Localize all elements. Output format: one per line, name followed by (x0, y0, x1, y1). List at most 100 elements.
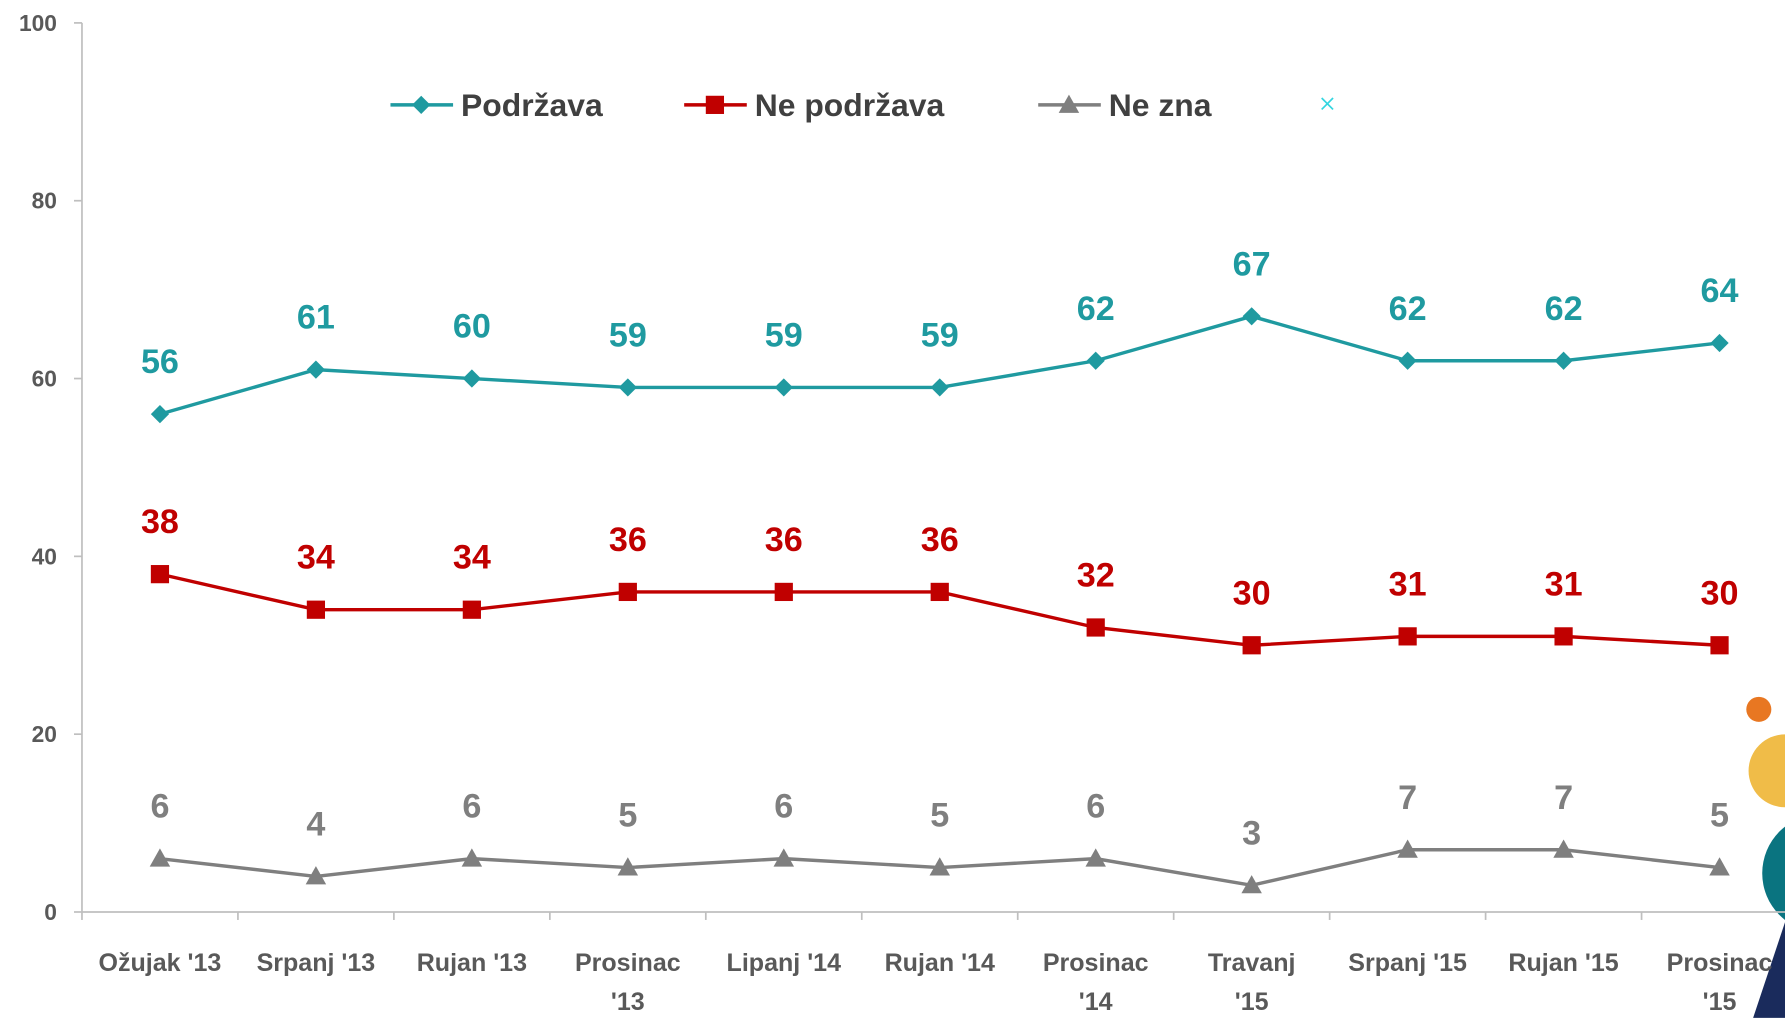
y-tick-label: 80 (32, 188, 57, 214)
data-label: 32 (1077, 557, 1115, 595)
x-tick-label: Ožujak '13 (99, 949, 222, 977)
legend-label: Ne zna (1109, 87, 1212, 123)
data-label: 6 (462, 788, 481, 826)
marker (306, 360, 326, 379)
x-tick-label: Prosinac '14 (1043, 949, 1149, 1016)
x-tick-label-line: '13 (611, 988, 645, 1016)
marker (774, 378, 793, 397)
x-tick-label: Travanj '15 (1208, 949, 1296, 1016)
marker (1086, 618, 1105, 637)
x-tick-label: Rujan '13 (417, 949, 527, 977)
data-label: 5 (1710, 797, 1729, 835)
marker (705, 95, 725, 114)
x-tick-label: Rujan '15 (1508, 949, 1618, 977)
data-label: 36 (921, 521, 959, 559)
marker (618, 582, 637, 602)
legend-label: Podržava (461, 87, 603, 123)
x-tick-label-line: Prosinac (1667, 949, 1773, 977)
data-label: 30 (1233, 574, 1271, 612)
data-label: 38 (141, 503, 179, 541)
y-tick-label: 0 (44, 899, 57, 925)
marker (1710, 333, 1729, 353)
marker (462, 600, 481, 619)
marker (774, 582, 793, 602)
marker (773, 848, 795, 867)
marker (1241, 875, 1262, 894)
x-tick-label: Prosinac '13 (575, 949, 681, 1016)
y-tick-label: 20 (32, 721, 57, 747)
legend-label: Ne podržava (755, 87, 945, 123)
x-tick-label: Lipanj '14 (727, 949, 842, 977)
x-tick-label-line: Prosinac (575, 949, 681, 977)
marker (1058, 94, 1080, 113)
x-tick-label-line: '15 (1703, 988, 1737, 1016)
marker (930, 378, 949, 397)
marker (618, 378, 637, 397)
data-label: 56 (141, 343, 179, 381)
x-tick-label: Prosinac '15 (1667, 949, 1773, 1016)
data-label: 6 (774, 788, 793, 826)
data-label: 7 (1554, 779, 1573, 817)
x-tick-label: Srpanj '15 (1348, 949, 1467, 977)
marker (306, 600, 326, 619)
marker (1397, 839, 1418, 858)
data-label: 31 (1389, 565, 1427, 603)
marker (1709, 857, 1730, 876)
marker (1086, 351, 1105, 370)
marker (149, 848, 171, 867)
x-tick-label: Rujan '14 (885, 949, 995, 977)
data-label: 6 (1086, 788, 1105, 826)
marker (1242, 307, 1261, 326)
marker (1085, 848, 1106, 867)
marker (929, 857, 950, 876)
data-label: 61 (297, 299, 335, 337)
data-label: 36 (765, 521, 803, 559)
data-label: 34 (453, 539, 491, 577)
x-tick-label-line: Prosinac (1043, 949, 1149, 977)
marker (930, 582, 949, 602)
data-label: 62 (1545, 290, 1583, 328)
marker (1710, 636, 1729, 655)
marker (1553, 839, 1574, 858)
marker (462, 369, 481, 388)
marker (1554, 627, 1573, 646)
data-label: 36 (609, 521, 647, 559)
data-label: 59 (765, 316, 803, 354)
data-label: 6 (150, 788, 169, 826)
data-label: 59 (609, 316, 647, 354)
data-label: 5 (930, 797, 949, 835)
marker (412, 95, 431, 114)
decoration (1748, 734, 1785, 808)
y-tick-label: 60 (32, 366, 57, 392)
marker (1242, 636, 1261, 655)
decoration (1762, 826, 1785, 920)
data-label: 7 (1398, 779, 1417, 817)
data-label: 34 (297, 539, 335, 577)
data-label: 5 (618, 797, 637, 835)
data-label: 4 (306, 805, 325, 843)
data-label: 60 (453, 308, 491, 346)
marker (305, 866, 327, 885)
legend-extra (1321, 97, 1334, 111)
marker (1554, 351, 1573, 370)
data-label: 59 (921, 316, 959, 354)
legend: Podržava Ne podržava Ne zna (390, 87, 1334, 123)
marker (461, 848, 483, 867)
x-tick-label-line: Travanj (1208, 949, 1296, 977)
data-label: 67 (1233, 245, 1271, 283)
x-tick-label-line: '15 (1235, 988, 1269, 1016)
data-label: 64 (1701, 272, 1739, 310)
y-tick-label: 100 (19, 10, 57, 36)
data-label: 62 (1389, 290, 1427, 328)
marker (1398, 351, 1417, 370)
marker (150, 565, 170, 584)
marker (150, 404, 170, 424)
decoration (1746, 696, 1772, 722)
data-label: 30 (1701, 574, 1739, 612)
y-tick-label: 40 (32, 543, 57, 569)
decoration (1753, 922, 1785, 1018)
x-tick-label: Srpanj '13 (257, 949, 376, 977)
x-tick-label-line: '14 (1079, 988, 1113, 1016)
data-label: 31 (1545, 565, 1583, 603)
